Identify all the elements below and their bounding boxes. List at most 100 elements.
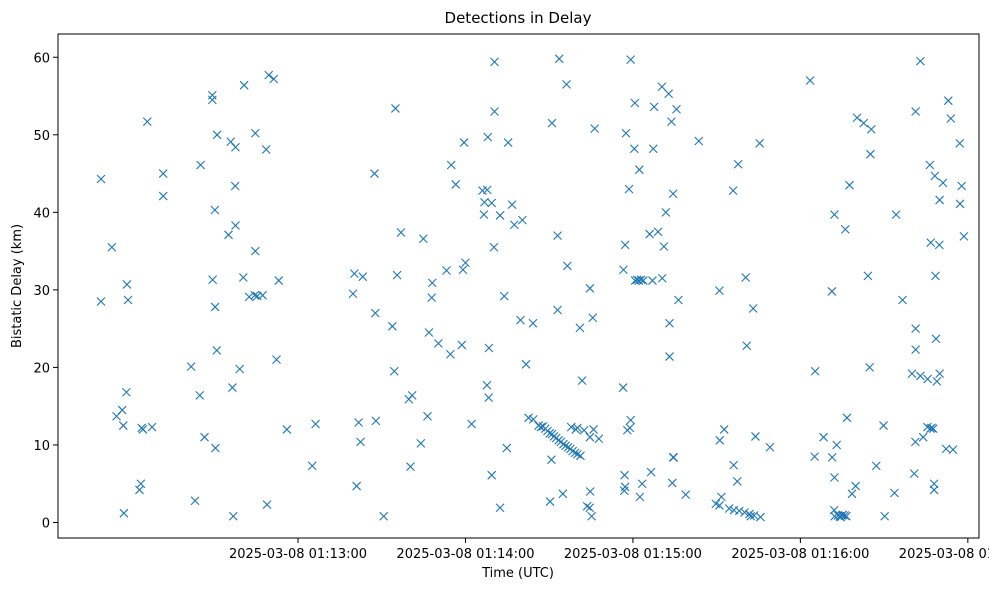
data-point bbox=[923, 374, 933, 384]
y-tick-label: 60 bbox=[33, 51, 50, 66]
data-point bbox=[495, 211, 505, 220]
data-point bbox=[585, 283, 595, 293]
data-point bbox=[634, 276, 644, 285]
data-point bbox=[195, 390, 205, 400]
data-point bbox=[911, 324, 921, 334]
data-point bbox=[244, 292, 254, 302]
data-point bbox=[261, 145, 271, 154]
data-point bbox=[352, 481, 362, 491]
data-point bbox=[121, 387, 131, 397]
data-point bbox=[119, 508, 129, 518]
data-point bbox=[117, 405, 127, 415]
data-point bbox=[138, 425, 148, 434]
data-point bbox=[228, 511, 238, 521]
data-point bbox=[484, 343, 494, 353]
y-tick-label: 30 bbox=[33, 284, 50, 299]
data-point bbox=[264, 70, 274, 80]
data-point bbox=[588, 313, 598, 323]
data-point bbox=[147, 422, 157, 432]
data-point bbox=[212, 130, 222, 140]
data-point bbox=[909, 469, 919, 479]
y-tick-label: 0 bbox=[42, 516, 50, 531]
data-point bbox=[387, 321, 397, 331]
data-point bbox=[646, 467, 656, 477]
data-point bbox=[911, 345, 921, 354]
data-point bbox=[668, 189, 678, 199]
data-point bbox=[392, 270, 402, 280]
y-tick-label: 20 bbox=[33, 361, 50, 376]
data-point bbox=[879, 421, 888, 430]
data-point bbox=[585, 487, 595, 496]
x-axis-label: Time (UTC) bbox=[481, 566, 554, 581]
data-point bbox=[467, 419, 477, 429]
data-point bbox=[142, 117, 152, 127]
data-point bbox=[96, 174, 106, 184]
data-point bbox=[665, 352, 674, 361]
data-point bbox=[669, 452, 679, 462]
data-point bbox=[490, 107, 499, 116]
data-point bbox=[626, 55, 636, 64]
data-point bbox=[621, 128, 631, 138]
data-point bbox=[210, 205, 220, 215]
data-point bbox=[96, 297, 106, 306]
x-tick-label: 2025-03-08 01:14:00 bbox=[396, 547, 534, 562]
data-point bbox=[348, 289, 358, 299]
data-point bbox=[262, 500, 272, 510]
data-point bbox=[585, 432, 595, 442]
data-point bbox=[118, 421, 128, 430]
y-tick-label: 10 bbox=[33, 439, 50, 454]
data-point bbox=[916, 371, 925, 381]
data-point bbox=[442, 266, 451, 275]
data-point bbox=[740, 508, 749, 517]
data-point bbox=[645, 229, 655, 239]
data-point bbox=[866, 149, 875, 159]
x-tick-label: 2025-03-08 01:16:00 bbox=[731, 547, 869, 562]
data-point bbox=[891, 210, 901, 220]
x-axis-ticks: 2025-03-08 01:13:00 2025-03-08 01:14:00 20… bbox=[229, 538, 989, 562]
data-point bbox=[805, 76, 815, 85]
data-point bbox=[545, 428, 555, 438]
data-point bbox=[930, 171, 940, 181]
data-point bbox=[941, 444, 951, 454]
data-point bbox=[649, 102, 659, 112]
data-point bbox=[636, 275, 646, 285]
data-point bbox=[865, 363, 874, 372]
data-point bbox=[715, 286, 724, 296]
data-point bbox=[572, 423, 582, 433]
data-point bbox=[562, 261, 572, 271]
data-point bbox=[724, 504, 734, 513]
data-point bbox=[918, 432, 928, 442]
data-point bbox=[587, 511, 597, 521]
data-point bbox=[379, 511, 389, 521]
data-point bbox=[521, 359, 531, 369]
chart-title: Detections in Delay bbox=[445, 9, 592, 27]
data-point bbox=[239, 80, 249, 90]
data-point bbox=[847, 489, 857, 499]
data-point bbox=[579, 425, 589, 435]
data-point bbox=[590, 124, 600, 133]
data-point bbox=[389, 366, 399, 376]
data-point bbox=[648, 144, 658, 154]
data-point bbox=[928, 424, 938, 434]
data-point bbox=[620, 240, 630, 250]
data-point bbox=[211, 443, 220, 453]
data-point bbox=[715, 501, 724, 510]
data-point bbox=[638, 276, 648, 285]
data-point bbox=[507, 200, 517, 209]
data-point bbox=[577, 376, 587, 385]
data-point bbox=[667, 117, 676, 127]
data-point bbox=[674, 295, 683, 305]
data-point bbox=[863, 271, 873, 281]
data-points bbox=[96, 54, 969, 522]
data-point bbox=[910, 437, 920, 447]
data-point bbox=[751, 432, 760, 441]
data-point bbox=[619, 265, 628, 275]
data-point bbox=[547, 455, 556, 465]
data-point bbox=[235, 364, 245, 374]
data-point bbox=[524, 413, 533, 423]
data-point bbox=[490, 57, 499, 67]
data-point bbox=[665, 318, 674, 328]
data-point bbox=[562, 80, 571, 89]
data-point bbox=[741, 273, 751, 282]
